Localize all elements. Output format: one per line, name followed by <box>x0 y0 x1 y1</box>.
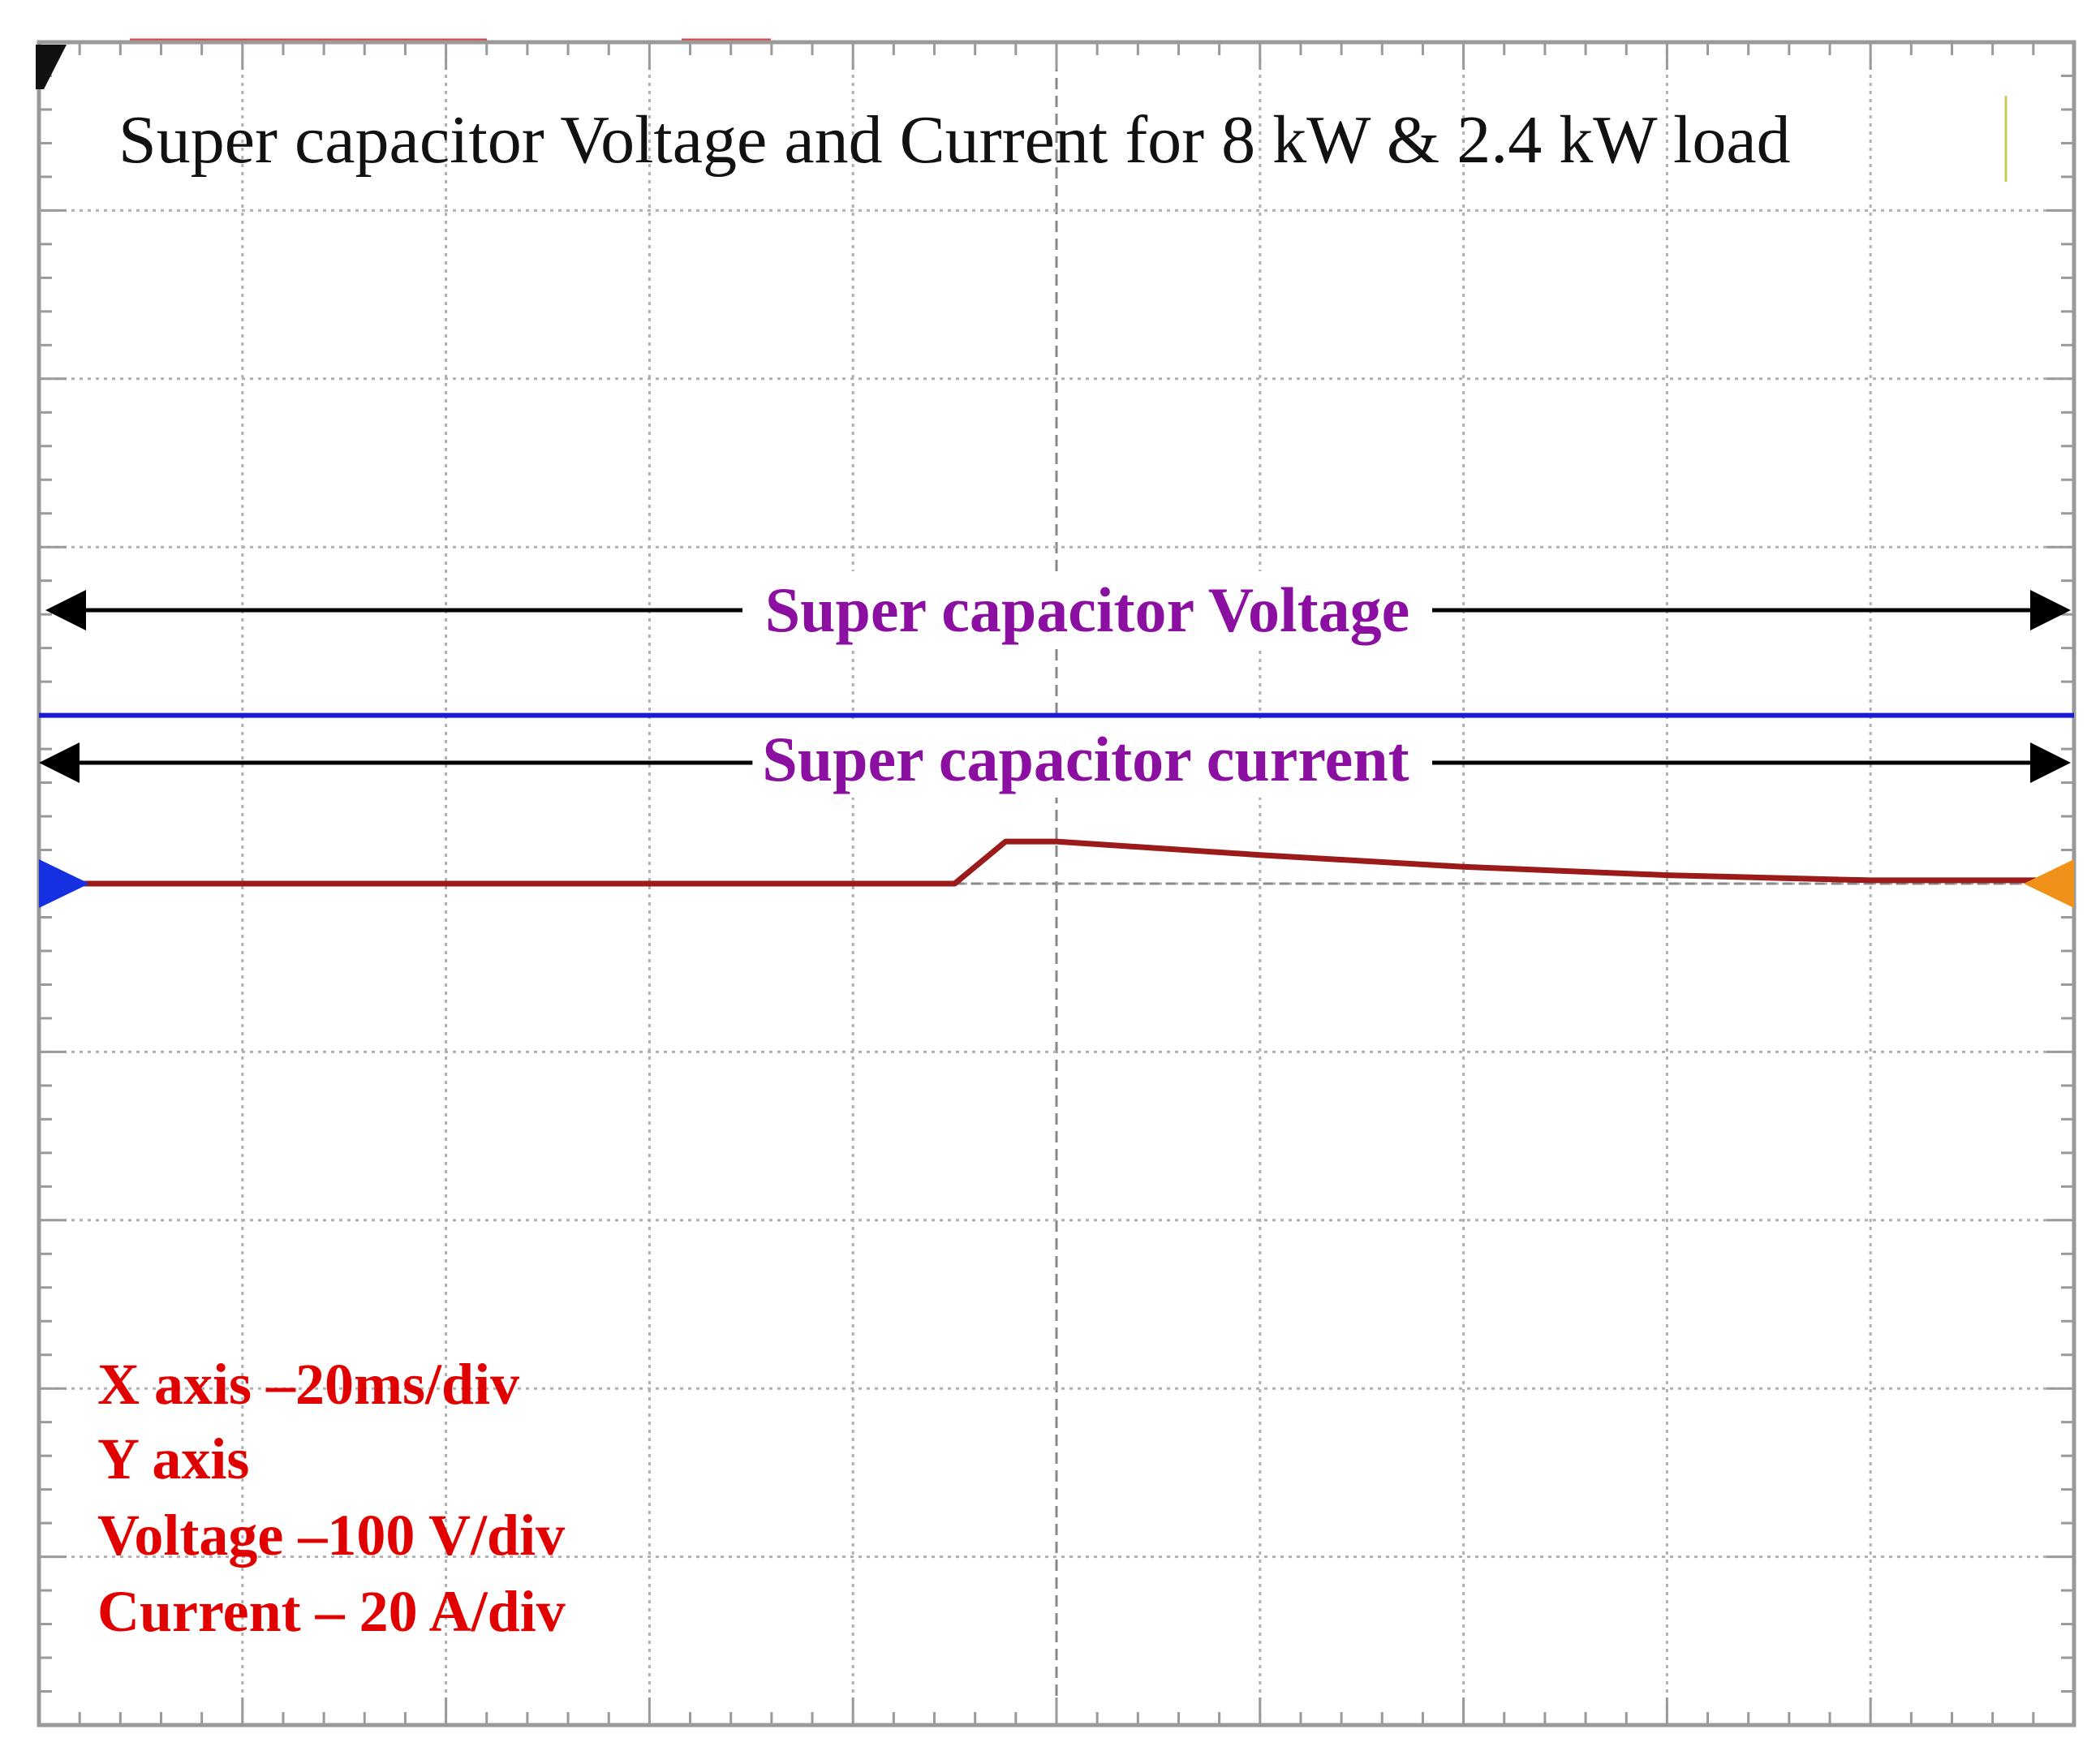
channel-marker-left <box>39 859 89 908</box>
current-annotation-label: Super capacitor current <box>762 724 1409 794</box>
series-group <box>39 712 2074 887</box>
scale-current: Current – 20 A/div <box>97 1579 566 1644</box>
voltage-annotation-label: Super capacitor Voltage <box>765 574 1409 645</box>
series-line-current <box>80 838 2074 887</box>
scale-x-axis: X axis –20ms/div <box>97 1352 519 1417</box>
trigger-corner-marker <box>36 45 67 89</box>
label-backdrop <box>755 571 1420 648</box>
label-backdrop <box>752 721 1419 798</box>
scale-y-axis: Y axis <box>97 1426 249 1491</box>
scale-voltage: Voltage –100 V/div <box>97 1503 565 1568</box>
ticks <box>37 41 2076 1727</box>
channel-marker-right <box>2024 859 2074 908</box>
chart-title: Super capacitor Voltage and Current for … <box>118 102 1791 178</box>
